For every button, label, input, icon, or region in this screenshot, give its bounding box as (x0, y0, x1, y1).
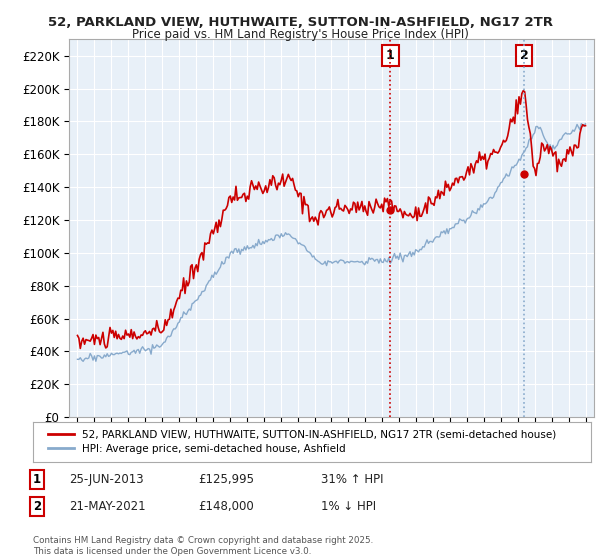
Text: Price paid vs. HM Land Registry's House Price Index (HPI): Price paid vs. HM Land Registry's House … (131, 28, 469, 41)
Text: 52, PARKLAND VIEW, HUTHWAITE, SUTTON-IN-ASHFIELD, NG17 2TR: 52, PARKLAND VIEW, HUTHWAITE, SUTTON-IN-… (47, 16, 553, 29)
Text: 1: 1 (386, 49, 395, 62)
Text: £125,995: £125,995 (198, 473, 254, 487)
Text: 2: 2 (33, 500, 41, 514)
Text: Contains HM Land Registry data © Crown copyright and database right 2025.
This d: Contains HM Land Registry data © Crown c… (33, 536, 373, 556)
Text: 21-MAY-2021: 21-MAY-2021 (69, 500, 146, 514)
Text: 2: 2 (520, 49, 529, 62)
Text: 25-JUN-2013: 25-JUN-2013 (69, 473, 143, 487)
Text: 31% ↑ HPI: 31% ↑ HPI (321, 473, 383, 487)
Legend: 52, PARKLAND VIEW, HUTHWAITE, SUTTON-IN-ASHFIELD, NG17 2TR (semi-detached house): 52, PARKLAND VIEW, HUTHWAITE, SUTTON-IN-… (44, 426, 561, 458)
Text: £148,000: £148,000 (198, 500, 254, 514)
Text: 1: 1 (33, 473, 41, 487)
Text: 1% ↓ HPI: 1% ↓ HPI (321, 500, 376, 514)
